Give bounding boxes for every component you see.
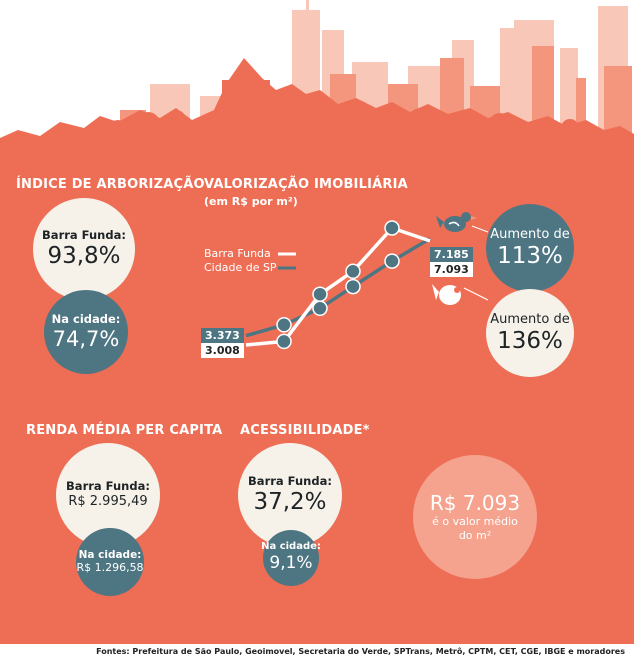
acessibilidade-cidade-label: Na cidade:	[261, 541, 321, 553]
arborizacao-title: ÍNDICE DE ARBORIZAÇÃO	[16, 177, 205, 192]
data-point-cidade-1	[276, 317, 292, 333]
arborizacao-barra-funda-label: Barra Funda:	[42, 227, 126, 242]
valor-medio-text-line1: é o valor médio	[432, 515, 518, 529]
renda-cidade-label: Na cidade:	[78, 548, 142, 561]
data-point-cidade-2	[312, 300, 328, 317]
valor-medio-text-line2: do m²	[458, 528, 492, 542]
aumento-cidade-label: Aumento de	[490, 226, 570, 242]
data-point-barra-funda-1	[276, 333, 292, 350]
renda-barra-funda-circle: Barra Funda: R$ 2.995,49	[56, 443, 160, 547]
acessibilidade-title: ACESSIBILIDADE*	[240, 423, 370, 438]
end-barra-label: 7.093	[430, 262, 473, 277]
aumento-barra-value: 136%	[497, 327, 563, 354]
acessibilidade-cidade-value: 9,1%	[269, 553, 313, 574]
data-point-barra-funda-4	[384, 220, 400, 236]
acessibilidade-cidade-circle: Na cidade: 9,1%	[261, 530, 321, 586]
valor-medio-circle: R$ 7.093 é o valor médio do m²	[413, 455, 537, 579]
renda-barra-funda-label: Barra Funda:	[66, 478, 150, 493]
end-cidade-label: 7.185	[430, 247, 473, 262]
valorizacao-subtitle: (em R$ por m²)	[204, 195, 298, 208]
valorizacao-title: VALORIZAÇÃO IMOBILIÁRIA	[204, 177, 408, 192]
city-skyline	[0, 0, 634, 160]
teal-bird-icon	[436, 212, 489, 233]
arborizacao-cidade-circle: Na cidade: 74,7%	[44, 290, 128, 374]
sources-footer: Fontes: Prefeitura de São Paulo, Geoimov…	[96, 647, 625, 656]
series-line-cidade	[245, 237, 431, 338]
start-cidade-label: 3.373	[201, 328, 244, 343]
legend-cidade: Cidade de SP	[204, 261, 277, 274]
acessibilidade-barra-funda-label: Barra Funda:	[248, 473, 332, 488]
arborizacao-barra-funda-value: 93,8%	[47, 242, 121, 269]
acessibilidade-barra-funda-circle: Barra Funda: 37,2%	[238, 443, 342, 547]
data-point-cidade-3	[345, 278, 361, 295]
data-point-cidade-4	[384, 253, 400, 269]
renda-barra-funda-value: R$ 2.995,49	[68, 493, 148, 509]
white-bird-icon	[432, 284, 489, 305]
renda-cidade-circle: Na cidade: R$ 1.296,58	[76, 528, 144, 596]
arborizacao-cidade-label: Na cidade:	[51, 312, 121, 327]
data-point-barra-funda-2	[312, 286, 328, 302]
legend-barra-funda: Barra Funda	[204, 247, 271, 260]
acessibilidade-barra-funda-value: 37,2%	[253, 488, 327, 515]
aumento-barra-label: Aumento de	[490, 311, 570, 327]
valor-medio-value: R$ 7.093	[429, 491, 521, 516]
aumento-cidade-circle: Aumento de 113%	[486, 204, 574, 292]
start-barra-label: 3.008	[201, 343, 244, 358]
arborizacao-cidade-value: 74,7%	[52, 326, 120, 351]
renda-title: RENDA MÉDIA PER CAPITA	[26, 423, 223, 438]
aumento-cidade-value: 113%	[497, 242, 563, 269]
renda-cidade-value: R$ 1.296,58	[76, 561, 144, 575]
aumento-barra-circle: Aumento de 136%	[486, 289, 574, 377]
data-point-barra-funda-3	[345, 263, 361, 280]
arborizacao-barra-funda-circle: Barra Funda: 93,8%	[33, 198, 135, 300]
